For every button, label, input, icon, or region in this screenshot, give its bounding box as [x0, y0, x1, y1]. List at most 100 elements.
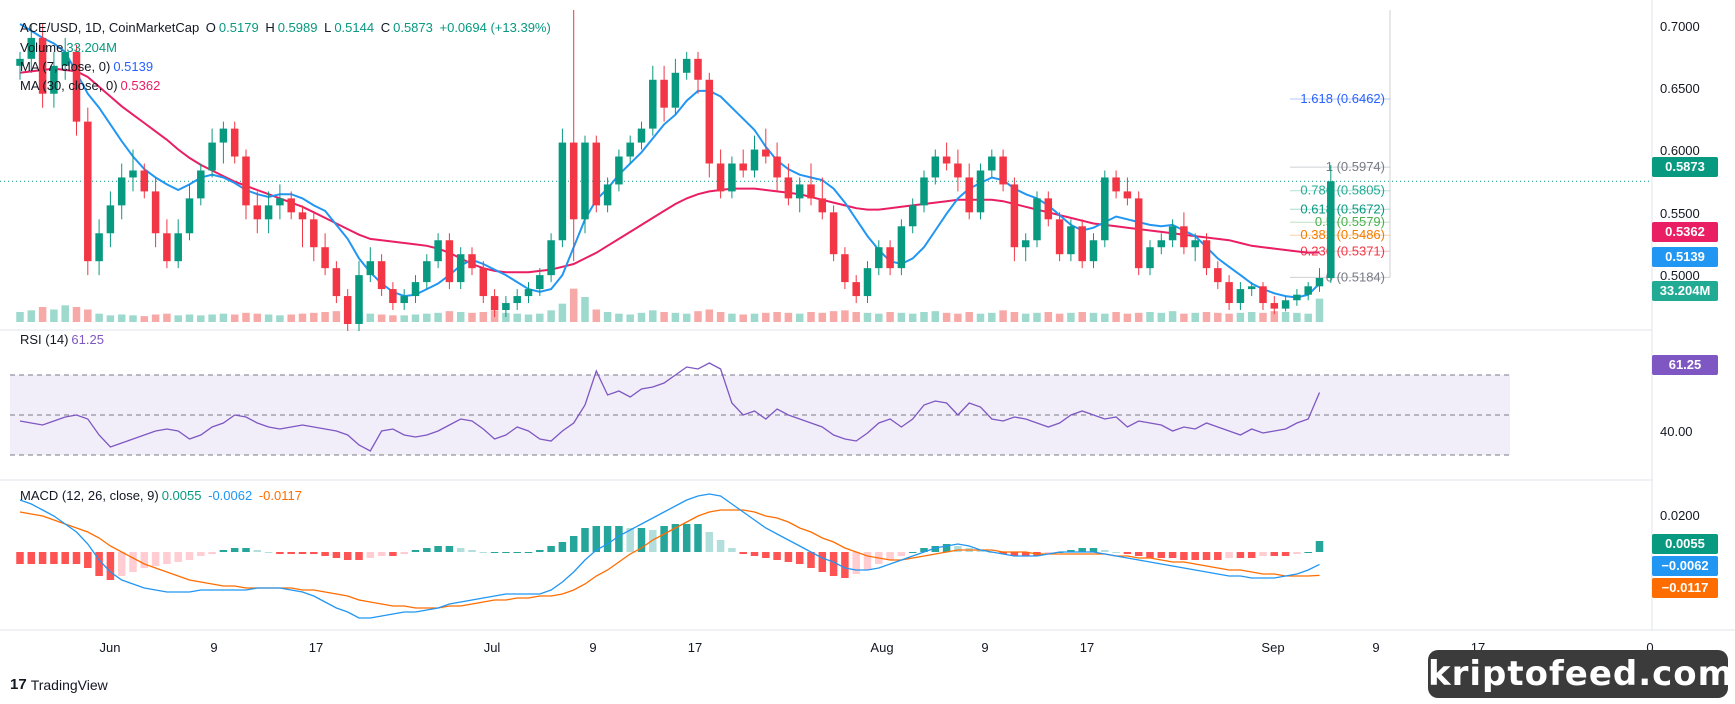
ma30-price-tag: 0.5362 [1652, 222, 1718, 242]
volume-bar [954, 313, 962, 322]
macd-histogram-bar [287, 552, 295, 554]
low-value: 0.5144 [334, 20, 375, 35]
candle-body [637, 128, 646, 143]
volume-tag: 33.204M [1652, 281, 1718, 301]
symbol-title[interactable]: ACE/USD, 1D, CoinMarketCap [20, 20, 200, 35]
macd-histogram-bar [490, 552, 499, 553]
candle-body [1191, 240, 1199, 248]
volume-bar [547, 310, 555, 322]
volume-bar [321, 312, 329, 322]
candle-body [615, 156, 623, 185]
volume-bar [377, 314, 386, 322]
x-axis-label: 0 [1646, 640, 1654, 655]
volume-bar [1293, 312, 1301, 322]
volume-bar [253, 313, 262, 322]
macd-histogram-bar [50, 552, 58, 564]
macd-histogram-bar [841, 552, 849, 578]
price-axis-label: 0.6000 [1660, 143, 1700, 158]
legend-main: ACE/USD, 1D, CoinMarketCap O 0.5179 H 0.59… [20, 20, 554, 35]
volume-bar [366, 313, 375, 322]
ma7-value: 0.5139 [113, 59, 154, 74]
x-axis-label: Jun [99, 640, 121, 655]
volume-bar [603, 312, 612, 322]
macd-histogram-bar [942, 544, 951, 552]
candle-body [389, 289, 397, 304]
volume-bar [264, 314, 273, 322]
volume-bar [976, 313, 985, 322]
macd-histogram-bar [197, 552, 205, 556]
candle-body [558, 142, 567, 241]
macd-histogram-bar [411, 550, 420, 552]
candle-body [603, 184, 612, 206]
candle-body [1157, 240, 1166, 248]
legend-macd[interactable]: MACD (12, 26, close, 9) 0.0055 -0.0062 -0… [20, 488, 305, 503]
candle-body [784, 177, 793, 199]
macd-histogram-bar [569, 536, 578, 552]
tradingview-logo-icon: 17 [10, 676, 27, 693]
volume-bar [163, 313, 171, 322]
x-axis-label: 9 [981, 640, 989, 655]
low-label: L [324, 20, 332, 35]
volume-bar [1101, 313, 1109, 322]
macd-histogram-bar [829, 552, 838, 576]
candle-body [1067, 226, 1075, 255]
candle-body [456, 254, 465, 283]
macd-histogram-bar [1168, 552, 1177, 558]
candle-body [829, 212, 838, 255]
volume-bar [332, 311, 341, 322]
ma30-value: 0.5362 [120, 78, 161, 93]
legend-ma30[interactable]: MA (30, close, 0) 0.5362 [20, 78, 163, 93]
macd-histogram-bar [931, 546, 940, 552]
rsi-line [19, 362, 1321, 452]
macd-histogram-bar [151, 552, 160, 566]
macd-histogram-bar [208, 552, 216, 554]
volume-bar [208, 314, 216, 322]
legend-ma7[interactable]: MA (7, close, 0) 0.5139 [20, 59, 156, 74]
macd-histogram-bar [671, 524, 680, 552]
candle-body [1044, 198, 1053, 220]
volume-bar [886, 312, 894, 322]
tradingview-brand[interactable]: 17 TradingView [10, 676, 108, 693]
volume-bar [558, 303, 567, 322]
volume-bar [762, 312, 770, 322]
macd-histogram-bar [581, 528, 589, 552]
candle-body [1078, 226, 1086, 262]
macd-histogram-bar [129, 552, 137, 572]
candle-body [908, 205, 917, 227]
macd-histogram-bar [886, 552, 894, 560]
macd-histogram-bar [84, 552, 92, 568]
macd-histogram-bar [1078, 548, 1086, 552]
macd-histogram-bar [174, 552, 182, 562]
volume-bar [908, 313, 917, 322]
rsi-tag: 61.25 [1652, 355, 1718, 375]
volume-value: 33.204M [66, 40, 117, 55]
candle-body [140, 170, 149, 192]
candle-body [445, 240, 454, 283]
candle-body [626, 142, 634, 157]
legend-volume[interactable]: Volume 33.204M [20, 40, 120, 55]
macd-histogram-bar [400, 552, 408, 554]
macd-histogram-bar [140, 552, 149, 568]
volume-bar [1225, 313, 1233, 322]
candle-body [366, 261, 375, 276]
volume-bar [920, 312, 928, 322]
candle-body [61, 51, 69, 66]
candle-body [536, 275, 544, 290]
volume-label: Volume [20, 40, 64, 55]
volume-bar [1055, 313, 1064, 322]
macd-histogram-bar [1180, 552, 1188, 560]
open-value: 0.5179 [218, 20, 259, 35]
candle-body [27, 37, 36, 59]
macd-histogram-bar [739, 552, 747, 554]
volume-bar [151, 314, 160, 322]
legend-rsi[interactable]: RSI (14) 61.25 [20, 332, 107, 347]
candle-body [1168, 226, 1177, 241]
change-value: +0.0694 (+13.39%) [439, 20, 551, 35]
price-axis-label: 0.7000 [1660, 19, 1700, 34]
macd-histogram-bar [332, 552, 341, 558]
volume-bar [1112, 312, 1120, 322]
candle-body [95, 233, 103, 262]
macd-histogram-bar [1236, 552, 1245, 558]
macd-histogram-bar [954, 546, 962, 552]
candle-body [965, 177, 973, 213]
